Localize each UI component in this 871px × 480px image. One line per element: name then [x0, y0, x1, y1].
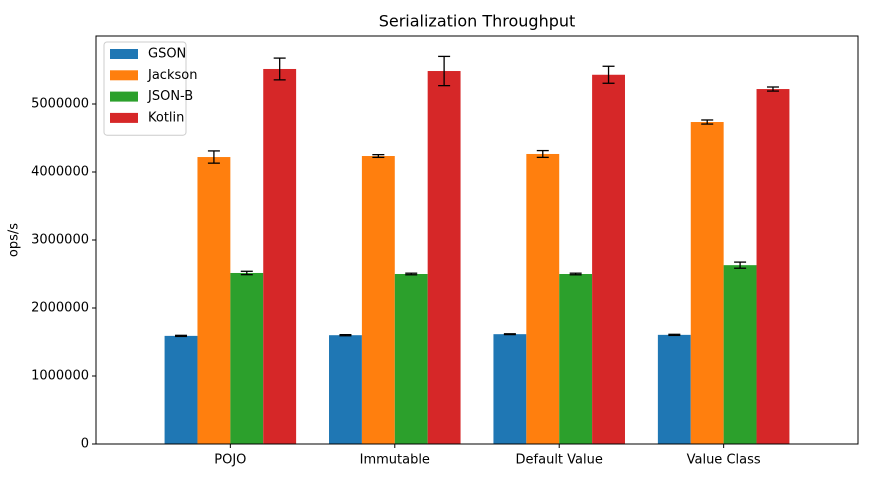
error-bar: [273, 57, 286, 81]
x-tick-label: POJO: [214, 453, 246, 468]
bar: [427, 71, 461, 445]
legend-swatch: [110, 49, 138, 59]
legend-swatch: [110, 70, 138, 81]
error-bar: [668, 333, 681, 337]
legend-label: Jackson: [147, 68, 197, 83]
error-bar: [240, 270, 253, 276]
bar: [690, 122, 724, 445]
x-tick-label: Default Value: [516, 453, 603, 468]
bar: [657, 334, 691, 444]
bar: [526, 153, 560, 445]
x-tick-label: Immutable: [360, 453, 430, 468]
bar: [559, 274, 593, 444]
bar: [592, 74, 625, 444]
x-tick-label: Value Class: [687, 453, 761, 468]
error-bar: [175, 334, 188, 338]
bar: [263, 68, 297, 444]
error-bar: [207, 150, 220, 164]
bar: [361, 156, 395, 444]
bar: [230, 272, 264, 444]
bar: [756, 89, 790, 444]
chart-title: Serialization Throughput: [379, 12, 576, 31]
plot-frame: [95, 35, 859, 445]
y-tick-label: 1000000: [31, 369, 89, 384]
error-bar: [701, 119, 714, 125]
error-bar: [503, 333, 516, 336]
error-bar: [734, 261, 747, 269]
legend-swatch: [110, 91, 138, 102]
y-tick-label: 0: [81, 437, 89, 452]
y-tick-label: 3000000: [31, 233, 89, 248]
bar: [394, 274, 428, 444]
error-bar: [438, 55, 451, 87]
bar: [197, 157, 231, 445]
error-bar: [569, 272, 582, 276]
bar: [723, 265, 757, 444]
y-axis-label: ops/s: [7, 223, 22, 257]
error-bar: [766, 86, 779, 92]
error-bar: [372, 154, 385, 159]
legend-label: JSON-B: [147, 89, 193, 104]
error-bar: [536, 149, 549, 159]
legend-label: Kotlin: [148, 110, 184, 125]
error-bar: [339, 334, 352, 337]
y-tick-label: 4000000: [31, 165, 89, 180]
bar: [493, 334, 527, 444]
error-bar: [405, 272, 418, 276]
legend-swatch: [110, 112, 138, 123]
legend-box: [103, 41, 187, 136]
error-bar: [602, 65, 615, 84]
legend-label: GSON: [148, 47, 186, 62]
bar: [329, 335, 362, 444]
y-tick-label: 5000000: [31, 97, 89, 112]
bar: [164, 335, 198, 444]
y-tick-label: 2000000: [31, 301, 89, 316]
